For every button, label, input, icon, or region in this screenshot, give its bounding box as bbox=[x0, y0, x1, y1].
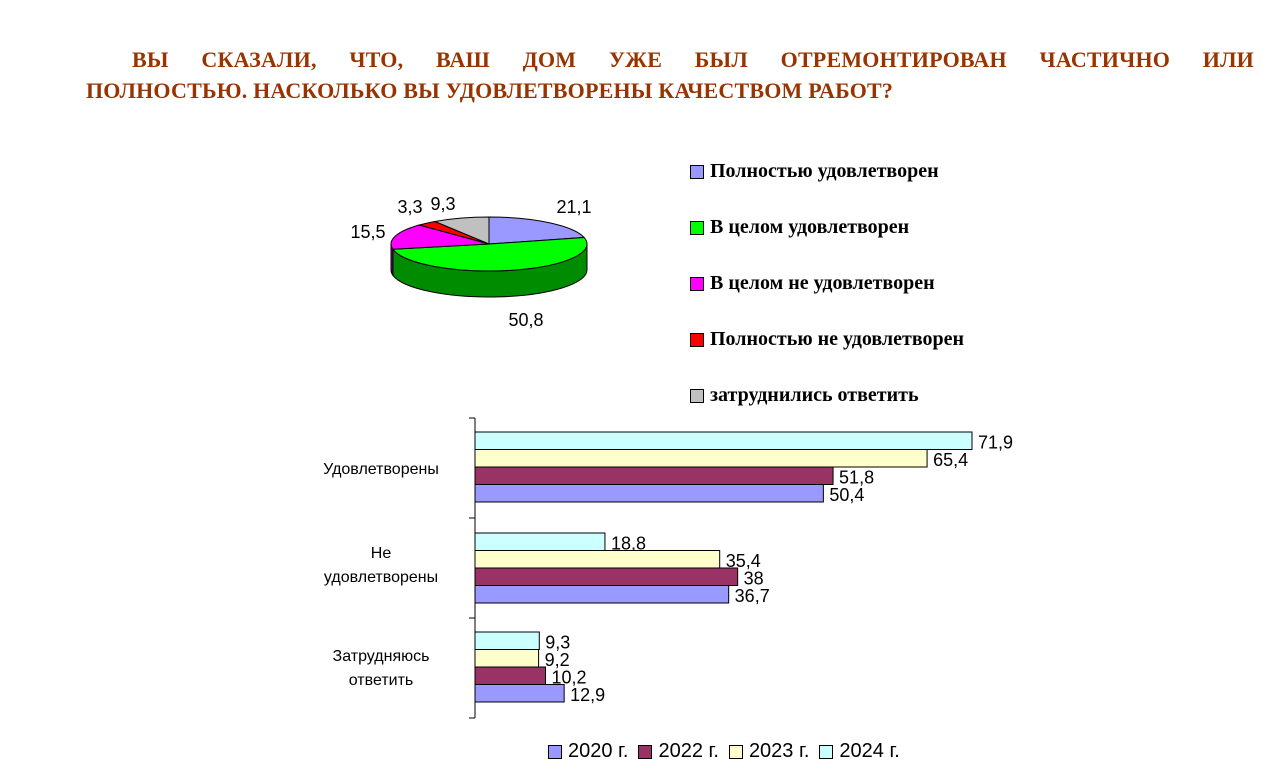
bar-затрудняюсь-ответить-2020-г bbox=[474, 684, 565, 703]
pie-value-label-3: 3,3 bbox=[397, 197, 422, 217]
pie-slice-2 bbox=[390, 224, 490, 250]
pie-value-label-4: 9,3 bbox=[430, 194, 455, 214]
bar-category-label: Удовлетворены bbox=[306, 458, 456, 482]
bar-legend-swatch bbox=[728, 744, 743, 759]
bar-value-label: 12,9 bbox=[570, 685, 605, 705]
bar-category-label-line: удовлетворены bbox=[323, 569, 439, 586]
slide-title: ВЫ СКАЗАЛИ, ЧТО, ВАШ ДОМ УЖЕ БЫЛ ОТРЕМОН… bbox=[86, 44, 1254, 106]
pie-legend-item-0: Полностью удовлетворен bbox=[690, 160, 964, 216]
bar-value-label: 38 bbox=[744, 569, 764, 589]
pie-value-label-1: 50,8 bbox=[508, 310, 543, 330]
bar-value-label: 65,4 bbox=[933, 450, 968, 470]
bar-legend-label: 2024 г. bbox=[839, 740, 900, 762]
bar-category-label: Не удовлетворены bbox=[306, 542, 456, 590]
pie-chart: 21,1 50,8 15,5 3,3 9,3 bbox=[350, 194, 591, 330]
pie-legend: Полностью удовлетворен В целом удовлетвор… bbox=[690, 160, 964, 440]
bar-удовлетворены-2023-г bbox=[474, 449, 928, 468]
pie-legend-label: Полностью удовлетворен bbox=[710, 160, 939, 182]
pie-legend-item-4: затруднились ответить bbox=[690, 384, 964, 440]
bar-legend-item-1: 2022 г. bbox=[638, 740, 719, 763]
pie-value-label-2: 15,5 bbox=[350, 222, 385, 242]
title-line-2: ПОЛНОСТЬЮ. НАСКОЛЬКО ВЫ УДОВЛЕТВОРЕНЫ КА… bbox=[86, 78, 894, 103]
bar-category-label-line: Затрудняюсь bbox=[332, 648, 430, 665]
bar-legend-label: 2020 г. bbox=[568, 740, 629, 762]
bar-value-label: 10,2 bbox=[552, 668, 587, 688]
pie-legend-swatch bbox=[690, 389, 704, 403]
bar-value-label: 36,7 bbox=[735, 586, 770, 606]
pie-legend-swatch bbox=[690, 333, 704, 347]
pie-legend-swatch bbox=[690, 221, 704, 235]
pie-legend-label: затруднились ответить bbox=[710, 384, 919, 406]
bar-удовлетворены-2022-г bbox=[474, 466, 834, 485]
pie-legend-item-2: В целом не удовлетворен bbox=[690, 272, 964, 328]
bar-category-label-line: Не bbox=[370, 545, 392, 562]
bar-затрудняюсь-ответить-2023-г bbox=[474, 649, 540, 668]
bar-legend-item-0: 2020 г. bbox=[548, 740, 628, 763]
bar-не-удовлетворены-2024-г bbox=[474, 532, 606, 551]
bar-category-label-line: Удовлетворены bbox=[323, 461, 439, 478]
pie-slice-4 bbox=[433, 216, 490, 245]
bar-legend-label: 2023 г. bbox=[748, 740, 810, 762]
bar-value-label: 51,8 bbox=[839, 468, 874, 488]
pie-legend-item-3: Полностью не удовлетворен bbox=[690, 328, 964, 384]
bar-value-label: 71,9 bbox=[978, 433, 1013, 453]
pie-legend-label: Полностью не удовлетворен bbox=[710, 328, 965, 350]
bar-value-label: 9,3 bbox=[545, 633, 570, 653]
bar-не-удовлетворены-2022-г bbox=[474, 567, 739, 586]
bar-legend-item-2: 2023 г. bbox=[728, 740, 810, 763]
bar-legend-swatch bbox=[548, 744, 562, 759]
pie-legend-label: В целом не удовлетворен bbox=[710, 272, 935, 294]
bar-legend-swatch bbox=[638, 744, 653, 759]
pie-legend-item-1: В целом удовлетворен bbox=[690, 216, 964, 272]
bar-value-label: 18,8 bbox=[611, 534, 646, 554]
bar-value-label: 50,4 bbox=[829, 485, 864, 505]
title-line-1: ВЫ СКАЗАЛИ, ЧТО, ВАШ ДОМ УЖЕ БЫЛ ОТРЕМОН… bbox=[132, 47, 1254, 72]
pie-legend-swatch bbox=[690, 165, 704, 179]
bar-legend-swatch bbox=[819, 744, 834, 759]
pie-legend-swatch bbox=[690, 277, 704, 291]
bar-не-удовлетворены-2023-г bbox=[474, 550, 721, 569]
bar-затрудняюсь-ответить-2024-г bbox=[474, 631, 540, 650]
bar-удовлетворены-2020-г bbox=[474, 484, 824, 503]
bar-legend-item-3: 2024 г. bbox=[819, 740, 900, 763]
bar-value-label: 35,4 bbox=[726, 551, 761, 571]
pie-slice-1 bbox=[391, 236, 588, 272]
bar-category-label-line: ответить bbox=[348, 672, 414, 689]
pie-value-label-0: 21,1 bbox=[556, 197, 591, 217]
bar-legend: 2020 г. 2022 г. 2023 г. 2024 г. bbox=[548, 740, 910, 763]
bar-затрудняюсь-ответить-2022-г bbox=[474, 666, 547, 685]
bar-не-удовлетворены-2020-г bbox=[474, 585, 730, 604]
bar-legend-label: 2022 г. bbox=[658, 740, 719, 762]
bar-category-label: Затрудняюсь ответить bbox=[306, 645, 456, 693]
pie-slice-0 bbox=[488, 216, 586, 245]
pie-legend-label: В целом удовлетворен bbox=[710, 216, 910, 238]
bar-value-label: 9,2 bbox=[545, 650, 570, 670]
